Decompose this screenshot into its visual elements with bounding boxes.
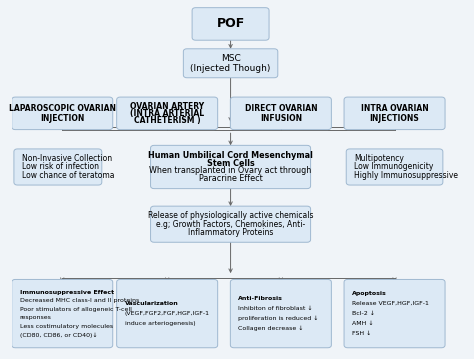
Text: Low risk of infection: Low risk of infection xyxy=(22,163,99,172)
Text: Collagen decrease ↓: Collagen decrease ↓ xyxy=(238,326,304,331)
Text: AMH ↓: AMH ↓ xyxy=(352,321,374,326)
Text: POF: POF xyxy=(217,18,245,31)
Text: INTRA OVARIAN: INTRA OVARIAN xyxy=(361,104,428,113)
Text: responses: responses xyxy=(19,315,52,320)
Text: Paracrine Effect: Paracrine Effect xyxy=(199,174,263,183)
FancyBboxPatch shape xyxy=(151,145,310,188)
Text: proliferation is reduced ↓: proliferation is reduced ↓ xyxy=(238,316,319,321)
Text: (VEGF,FGF2,FGF,HGF,IGF-1: (VEGF,FGF2,FGF,HGF,IGF-1 xyxy=(125,311,210,316)
Text: Human Umbilical Cord Mesenchymal: Human Umbilical Cord Mesenchymal xyxy=(148,151,313,160)
Text: INFUSION: INFUSION xyxy=(260,114,302,123)
FancyBboxPatch shape xyxy=(192,8,269,40)
Text: Release of physiologically active chemicals: Release of physiologically active chemic… xyxy=(148,211,313,220)
Text: Decreased MHC class-I and II proteins: Decreased MHC class-I and II proteins xyxy=(19,298,139,303)
Text: INJECTION: INJECTION xyxy=(40,114,84,123)
FancyBboxPatch shape xyxy=(344,279,445,348)
Text: e.g; Growth Factors, Chemokines, Anti-: e.g; Growth Factors, Chemokines, Anti- xyxy=(156,220,305,229)
Text: Poor stimulators of allogeneic T-cell: Poor stimulators of allogeneic T-cell xyxy=(19,307,131,312)
Text: Inflammatory Proteins: Inflammatory Proteins xyxy=(188,228,273,237)
Text: Highly Immunosuppressive: Highly Immunosuppressive xyxy=(354,171,458,180)
Text: DIRECT OVARIAN: DIRECT OVARIAN xyxy=(245,104,317,113)
Text: (Injected Though): (Injected Though) xyxy=(191,64,271,73)
FancyBboxPatch shape xyxy=(183,49,278,78)
FancyBboxPatch shape xyxy=(344,97,445,130)
Text: Stem Cells: Stem Cells xyxy=(207,159,255,168)
Text: induce arteriogenesis): induce arteriogenesis) xyxy=(125,321,195,326)
FancyBboxPatch shape xyxy=(230,97,331,130)
Text: Bcl-2 ↓: Bcl-2 ↓ xyxy=(352,311,375,316)
Text: Vascularization: Vascularization xyxy=(125,301,178,306)
Text: OVARIAN ARTERY: OVARIAN ARTERY xyxy=(130,102,204,111)
FancyBboxPatch shape xyxy=(346,149,443,185)
Text: FSH ↓: FSH ↓ xyxy=(352,331,371,336)
FancyBboxPatch shape xyxy=(230,279,331,348)
Text: INJECTIONS: INJECTIONS xyxy=(370,114,419,123)
FancyBboxPatch shape xyxy=(12,97,113,130)
Text: (INTRA ARTERIAL: (INTRA ARTERIAL xyxy=(130,109,204,118)
Text: Low Immunogenicity: Low Immunogenicity xyxy=(354,163,434,172)
FancyBboxPatch shape xyxy=(151,206,310,242)
FancyBboxPatch shape xyxy=(14,149,102,185)
Text: LAPAROSCOPIC OVARIAN: LAPAROSCOPIC OVARIAN xyxy=(9,104,116,113)
Text: Less costimulatory molecules: Less costimulatory molecules xyxy=(19,324,113,329)
Text: Multipotency: Multipotency xyxy=(354,154,404,163)
Text: MSC: MSC xyxy=(221,54,240,63)
FancyBboxPatch shape xyxy=(117,97,218,130)
Text: Anti-Fibrosis: Anti-Fibrosis xyxy=(238,296,283,301)
Text: Low chance of teratoma: Low chance of teratoma xyxy=(22,171,114,180)
Text: Inhibiton of fibroblast ↓: Inhibiton of fibroblast ↓ xyxy=(238,306,313,311)
Text: Apoptosis: Apoptosis xyxy=(352,291,387,296)
Text: Release VEGF,HGF,IGF-1: Release VEGF,HGF,IGF-1 xyxy=(352,301,429,306)
Text: Immunosuppressive Effect: Immunosuppressive Effect xyxy=(19,290,114,295)
FancyBboxPatch shape xyxy=(12,279,113,348)
Text: When transplanted in Ovary act through: When transplanted in Ovary act through xyxy=(149,166,312,175)
Text: Non-Invasive Collection: Non-Invasive Collection xyxy=(22,154,112,163)
Text: CATHETERISM ): CATHETERISM ) xyxy=(134,116,201,125)
FancyBboxPatch shape xyxy=(117,279,218,348)
Text: (CD80, CD86, or CD40)↓: (CD80, CD86, or CD40)↓ xyxy=(19,332,97,338)
